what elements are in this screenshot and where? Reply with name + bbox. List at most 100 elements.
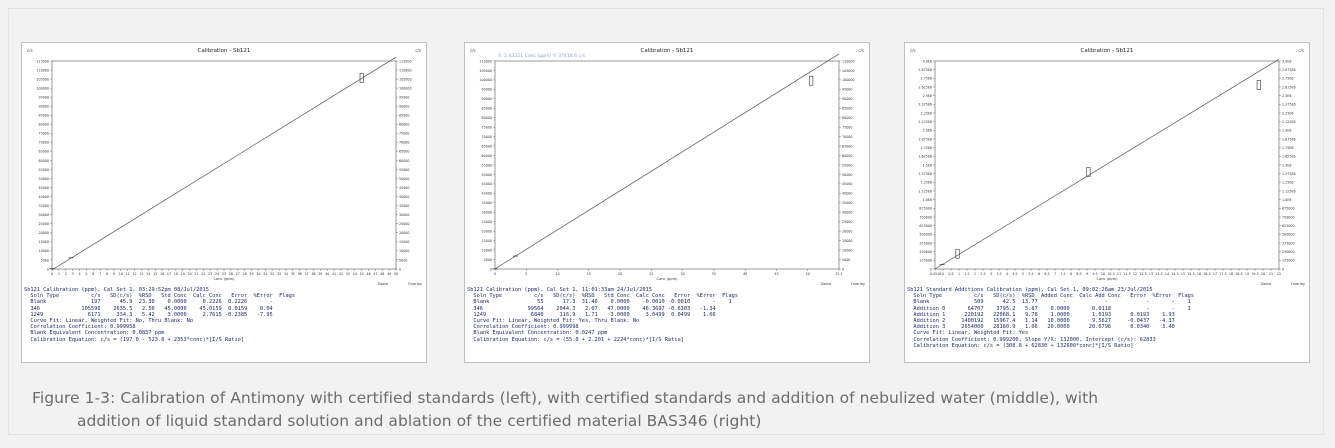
x-tick-label: 3.5 [996,272,1001,276]
y-tick-label-right: 55000 [842,163,853,167]
y-tick-label-left: 10000 [39,249,50,253]
x-tick-label: 16 [160,272,164,276]
x-tick-label: 10 [119,272,123,276]
y-tick-label-right: 750000 [1282,215,1295,219]
y-tick-label-right: 1.5E6 [1282,163,1291,167]
y-tick-label-left: 10000 [482,248,493,252]
y-tick-label-right: 1.125E6 [1282,189,1296,193]
y-tick-label-right: 75000 [399,132,410,136]
zoom-label: Zoom [1261,282,1272,286]
x-tick-label: 0 [494,272,496,276]
y-tick-label-left: 35000 [39,204,50,208]
x-tick-label: 7.5 [1060,272,1065,276]
y-tick-label-right: 1.0E6 [1282,198,1291,202]
x-tick-label: 43 [346,272,350,276]
report-middle: Sb121 Calibration (ppm), Cal Set 1, 11:0… [467,287,867,362]
x-tick-label: 10 [1101,272,1105,276]
y-tick-label-left: 2.25E6 [920,111,932,115]
x-tick-label: 17.5 [1219,272,1226,276]
y-tick-label-right: 65000 [399,150,410,154]
x-tick-label: 37 [304,272,308,276]
x-tick-label: 5 [1022,272,1024,276]
y-tick-label-left: 90000 [39,105,50,109]
x-tick-label: 17 [1213,272,1217,276]
y-tick-label-right: 50000 [842,173,853,177]
x-tick-label: 33 [277,272,281,276]
y-tick-label-left: 85000 [482,107,493,111]
y-tick-label-left: 50000 [39,177,50,181]
y-tick-label-left: 95000 [482,88,493,92]
x-tick-label: 17 [167,272,171,276]
x-tick-label: 9.5 [1092,272,1097,276]
y-tick-label-right: 5000 [399,258,407,262]
y-tick-label-left: 2.0E6 [923,129,932,133]
y-tick-label-right: 60000 [842,154,853,158]
x-tick-label: 12 [132,272,136,276]
y-tick-label-left: 50000 [482,173,493,177]
y-tick-label-right: 1.25E6 [1282,181,1294,185]
y-tick-label-left: 40000 [39,195,50,199]
report-line: Calibration Equation: c/s = (55.0 + 2.20… [467,336,684,343]
y-tick-label-left: 45000 [39,186,50,190]
y-tick-label-right: 1.625E6 [1282,155,1296,159]
x-tick-label: 41 [332,272,336,276]
y-tick-label-left: 105000 [36,77,49,81]
data-point [955,248,960,259]
y-tick-label-right: 95000 [399,95,410,99]
x-tick-label: 13 [1149,272,1153,276]
x-tick-label: 5 [525,272,527,276]
y-tick-label-left: 1.25E6 [920,181,932,185]
x-tick-label: 16 [1197,272,1201,276]
y-tick-label-left: 80000 [39,123,50,127]
y-tick-label-left: 35000 [482,201,493,205]
y-tick-label-left: 15000 [39,240,50,244]
y-tick-label-left: 30000 [39,213,50,217]
x-tick-label: 14 [146,272,150,276]
x-tick-label: 51.1 [835,272,842,276]
y-tick-label-left: 95000 [39,95,50,99]
x-tick-label: 15 [153,272,157,276]
y-tick-label-left: 2.5E6 [923,94,932,98]
y-tick-label-right: 0 [1282,267,1284,271]
y-tick-label-left: 2.375E6 [918,103,932,107]
y-tick-label-left: 250000 [919,250,932,254]
x-tick-label: 38 [311,272,315,276]
y-tick-label-left: 1.5E6 [923,163,932,167]
report-line: Calibration Equation: c/s = (308.8 + 628… [907,342,1134,349]
y-tick-label-right: 500000 [1282,233,1295,237]
plot-frame [494,60,840,270]
y-tick-label-right: 10000 [399,249,410,253]
x-tick-label: 0 [51,272,53,276]
y-tick-label-right: 1.875E6 [1282,137,1296,141]
x-tick-label: 11.5 [1123,272,1130,276]
overlay-label: Overlay [851,282,866,286]
x-tick-label: 34 [284,272,288,276]
x-tick-label: 2.5 [980,272,985,276]
y-tick-label-left: 1.875E6 [918,137,932,141]
y-tick-label-left: 2.125E6 [918,120,932,124]
x-tick-label: 9 [1086,272,1088,276]
y-tick-label-left: 2.875E6 [918,68,932,72]
x-tick-label: 2 [65,272,67,276]
y-tick-label-right: 0 [842,267,844,271]
y-tick-label-left: 1.75E6 [920,146,932,150]
y-tick-label-right: 1.375E6 [1282,172,1296,176]
y-tick-label-right: 5000 [842,258,850,262]
report-line: Blank Equivalent Concentration: 0.0247 p… [467,330,608,337]
report-line: Blank 55 17.3 31.40 0.0000 -0.0010 -0.00… [467,299,732,306]
y-tick-label-left: 20000 [482,229,493,233]
caption-line-2: addition of liquid standard solution and… [77,412,762,430]
x-tick-label: 10.5 [1107,272,1114,276]
report-line: Addition 2 1400192 15967.4 1.14 10.0000 … [907,317,1175,324]
y-tick-label-right: 75000 [842,125,853,129]
x-tick-label: 40 [325,272,329,276]
chart-title: Calibration - Sb121 [641,48,694,54]
y-tick-label-right: 100000 [842,78,855,82]
y-tick-label-right: 80000 [842,116,853,120]
y-tick-label-left: 115000 [36,59,49,63]
y-tick-label-right: 20000 [842,229,853,233]
y-tick-label-right: 30000 [399,213,410,217]
report-line: Soln Type c/s SD(c/s) %RSD Added Conc Ca… [907,293,1195,300]
y-tick-label-right: 40000 [842,192,853,196]
x-tick-label: 15 [1181,272,1185,276]
